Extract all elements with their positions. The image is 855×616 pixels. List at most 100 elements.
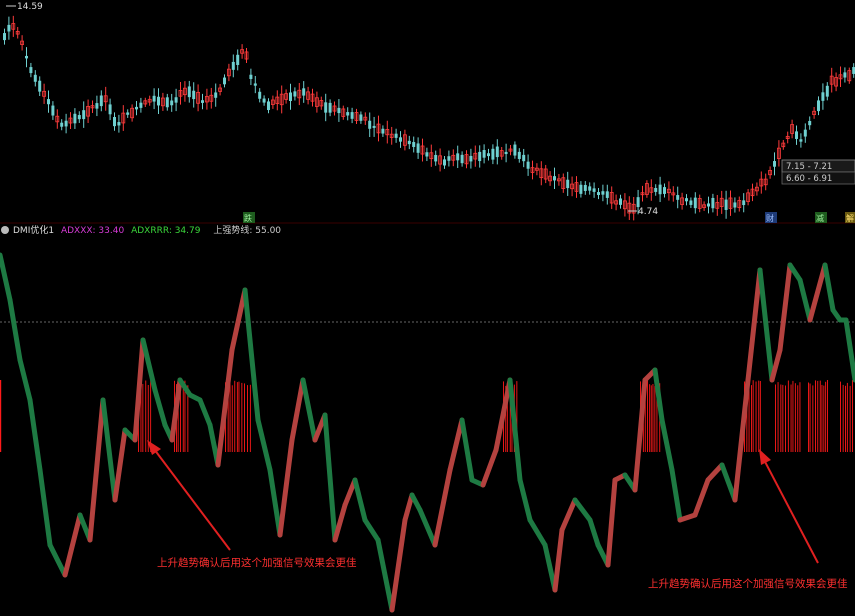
adx-rising-segment: [289, 377, 306, 443]
up-candle: [11, 23, 16, 30]
adx-rising-segment: [112, 427, 128, 503]
adx-falling-segment: [507, 377, 523, 483]
down-candle: [663, 187, 666, 194]
adx-falling-segment: [197, 397, 213, 428]
signal-bar: [644, 380, 646, 452]
up-candle: [464, 154, 469, 165]
up-candle: [143, 100, 148, 105]
down-candle: [456, 153, 460, 161]
signal-bar: [231, 385, 233, 452]
down-candle: [328, 102, 332, 113]
up-candle: [777, 147, 781, 159]
adx-rising-segment: [769, 347, 783, 383]
down-candle: [592, 188, 596, 192]
adx-falling-segment: [177, 377, 193, 398]
down-candle: [394, 133, 398, 138]
marker-cai[interactable]: 财: [766, 213, 774, 223]
adx-rising-segment: [732, 377, 751, 503]
up-candle: [790, 124, 794, 134]
signal-bar: [654, 385, 656, 452]
down-candle: [324, 102, 328, 113]
adx-falling-segment: [459, 417, 475, 483]
down-candle: [82, 110, 86, 120]
adx-falling-segment: [7, 297, 23, 363]
adx-falling-segment: [27, 397, 43, 473]
adx-line: [0, 252, 855, 613]
up-candle: [631, 203, 636, 214]
adx-rising-segment: [169, 377, 183, 443]
down-candle: [174, 97, 178, 103]
down-candle: [236, 54, 240, 65]
marker-jian[interactable]: 减: [816, 213, 824, 223]
down-candle: [795, 131, 798, 139]
indicator-name[interactable]: DMI优化1: [13, 226, 55, 236]
down-candle: [192, 90, 196, 100]
up-candle: [627, 202, 632, 214]
signal-bar: [650, 385, 652, 452]
up-candle: [240, 49, 245, 54]
gear-icon[interactable]: [1, 226, 9, 234]
down-candle: [843, 72, 847, 78]
up-candle: [438, 155, 443, 165]
signal-bar: [794, 383, 796, 452]
down-candle: [214, 92, 218, 98]
down-candle: [478, 151, 482, 162]
down-candle: [51, 105, 55, 116]
up-candle: [182, 87, 187, 96]
up-candle: [279, 93, 284, 106]
signal-bar: [777, 382, 779, 452]
down-candle: [773, 161, 776, 167]
marker-cai-box[interactable]: [765, 212, 777, 223]
adx-rising-segment: [559, 497, 578, 533]
signal-bar: [809, 383, 811, 452]
adx-falling-segment: [37, 467, 53, 548]
up-candle: [640, 192, 645, 196]
low-price-label: 4.74: [638, 207, 658, 217]
down-candle: [117, 122, 121, 126]
up-candle: [121, 112, 126, 124]
up-candle: [275, 96, 280, 104]
down-candle: [522, 154, 526, 162]
signal-bar: [187, 385, 189, 452]
up-candle: [574, 182, 579, 192]
adx-falling-segment: [140, 337, 158, 393]
adx-falling-segment: [659, 417, 675, 473]
adx-falling-segment: [0, 252, 13, 303]
signal-bar: [799, 382, 801, 452]
marker-jie[interactable]: 解: [846, 213, 854, 223]
down-candle: [249, 74, 253, 79]
down-candle: [359, 114, 363, 121]
down-candle: [289, 92, 292, 102]
adx-rising-segment: [62, 512, 83, 578]
signal-bar: [247, 385, 248, 452]
signal-bar: [808, 382, 809, 452]
signal-bar: [505, 385, 507, 452]
signal-bar: [755, 381, 757, 452]
up-candle: [451, 154, 456, 161]
adx-value: ADXXX: 33.40: [60, 226, 125, 236]
up-candle: [130, 107, 135, 119]
down-candle: [253, 83, 257, 86]
marker-die-box[interactable]: [243, 212, 255, 223]
adx-rising-segment: [277, 437, 295, 538]
signal-bar: [842, 384, 844, 452]
up-candle: [667, 188, 671, 194]
down-candle: [517, 151, 521, 159]
signal-bar: [140, 383, 142, 452]
down-candle: [685, 198, 688, 202]
marker-die[interactable]: 跌: [244, 213, 252, 223]
down-candle: [605, 191, 609, 198]
down-candle: [491, 148, 495, 160]
marker-jie-box[interactable]: [845, 212, 855, 223]
adx-falling-segment: [152, 387, 168, 428]
threshold-value: 上强势线: 55.00: [213, 226, 282, 236]
up-candle: [376, 123, 381, 134]
down-candle: [482, 150, 486, 158]
signal-bar: [840, 381, 841, 452]
down-candle: [77, 115, 81, 120]
marker-jian-box[interactable]: [815, 212, 827, 223]
down-candle: [825, 85, 829, 97]
down-candle: [588, 186, 592, 191]
down-candle: [742, 200, 746, 206]
